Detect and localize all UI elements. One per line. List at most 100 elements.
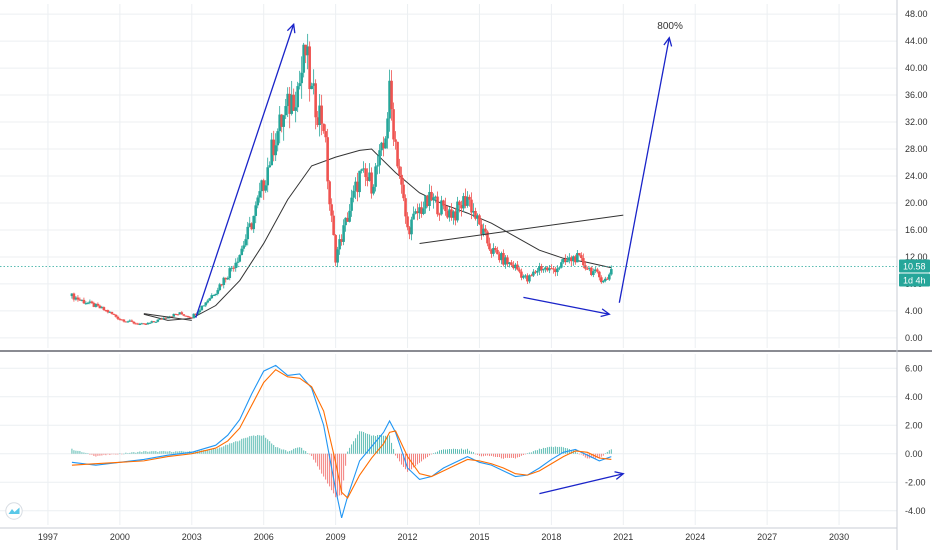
- y-tick-label: 48.00: [905, 9, 928, 19]
- macd-histogram-bar: [271, 443, 273, 454]
- candle: [204, 302, 208, 308]
- candle-body: [162, 317, 166, 320]
- candle-body: [248, 223, 252, 227]
- candle-body: [354, 181, 357, 191]
- candle-body: [404, 198, 407, 217]
- macd-histogram-bar: [574, 451, 576, 454]
- divergence-arrow-head: [600, 308, 611, 318]
- candle-body: [202, 305, 206, 307]
- macd-histogram-bar: [167, 451, 169, 454]
- macd-histogram-bar: [327, 453, 329, 484]
- macd-y-tick-label: 0.00: [905, 449, 923, 459]
- candle: [184, 315, 188, 317]
- candle-body: [488, 243, 491, 250]
- tradingview-logo[interactable]: [5, 502, 23, 520]
- candle-body: [356, 181, 359, 193]
- candle: [538, 262, 541, 276]
- countdown-label: 1d 4h: [903, 276, 926, 286]
- candle: [282, 114, 285, 141]
- macd-histogram-bar: [77, 450, 79, 454]
- candle-body: [566, 260, 569, 263]
- candle-body: [292, 94, 295, 111]
- candle: [364, 163, 367, 187]
- candle: [256, 195, 260, 209]
- macd-histogram-bar: [447, 449, 449, 454]
- candle: [300, 56, 303, 99]
- candle-body: [104, 310, 108, 312]
- candle-body: [392, 109, 395, 140]
- candle-body: [582, 258, 585, 266]
- macd-histogram-bar: [223, 446, 225, 454]
- candle: [338, 234, 341, 255]
- candle: [332, 210, 335, 236]
- candle: [572, 255, 575, 266]
- macd-histogram-bar: [293, 448, 295, 454]
- macd-histogram-bar: [323, 453, 325, 477]
- candle-body: [466, 196, 469, 206]
- candle: [136, 322, 140, 325]
- macd-histogram-bar: [221, 447, 223, 454]
- candle: [510, 260, 513, 267]
- candle-body: [574, 256, 577, 263]
- candle-body: [406, 216, 409, 228]
- candle: [402, 177, 405, 202]
- macd-histogram-bar: [558, 446, 560, 454]
- rally-arrow-shaft: [195, 24, 295, 318]
- candle: [568, 253, 571, 264]
- macd-histogram-bar: [580, 453, 582, 455]
- candle: [356, 172, 359, 202]
- macd-histogram-bar: [319, 453, 321, 470]
- candle: [74, 296, 78, 301]
- candle: [128, 319, 132, 322]
- candle: [478, 213, 481, 226]
- macd-histogram-bar: [578, 453, 580, 455]
- macd-histogram-bar: [492, 453, 494, 457]
- candle-body: [220, 284, 224, 286]
- candle: [304, 44, 307, 64]
- macd-histogram-bar: [155, 451, 157, 454]
- candle: [232, 265, 236, 272]
- x-tick-label: 2006: [254, 532, 274, 542]
- macd-histogram-bar: [377, 434, 379, 454]
- rally-arrow: [195, 22, 296, 318]
- candle: [456, 196, 459, 223]
- candle-body: [166, 317, 170, 319]
- candle-body: [322, 123, 325, 132]
- candle-body: [376, 165, 379, 167]
- candle-body: [424, 195, 427, 209]
- candle: [108, 311, 112, 313]
- candle: [406, 212, 409, 231]
- candle: [480, 218, 483, 240]
- candle: [112, 313, 116, 316]
- candle: [312, 69, 315, 95]
- candle-body: [602, 280, 605, 283]
- candle-body: [552, 268, 555, 270]
- candle: [488, 237, 491, 251]
- candle-body: [476, 215, 479, 219]
- candle-body: [278, 114, 281, 132]
- candle-body: [98, 305, 102, 309]
- candle-body: [556, 268, 559, 273]
- macd-histogram-bar: [413, 453, 415, 468]
- macd-histogram-bar: [403, 453, 405, 467]
- macd-histogram-bar: [335, 453, 337, 498]
- candle-body: [106, 310, 110, 313]
- candle: [546, 265, 549, 272]
- y-tick-label: 16.00: [905, 225, 928, 235]
- candle-body: [558, 267, 561, 269]
- candle: [170, 316, 174, 318]
- macd-histogram-bar: [161, 451, 163, 454]
- candle: [460, 200, 463, 217]
- candle: [520, 268, 523, 281]
- macd-histogram-bar: [476, 453, 478, 455]
- candle-body: [592, 271, 595, 276]
- candle-body: [440, 200, 443, 215]
- macd-histogram-bar: [486, 453, 488, 456]
- candle: [582, 253, 585, 269]
- candle-body: [520, 271, 523, 278]
- candle: [268, 161, 271, 168]
- candle-body: [492, 247, 495, 254]
- candle: [258, 182, 262, 203]
- macd-histogram-bar: [560, 446, 562, 454]
- macd-histogram-bar: [175, 451, 177, 454]
